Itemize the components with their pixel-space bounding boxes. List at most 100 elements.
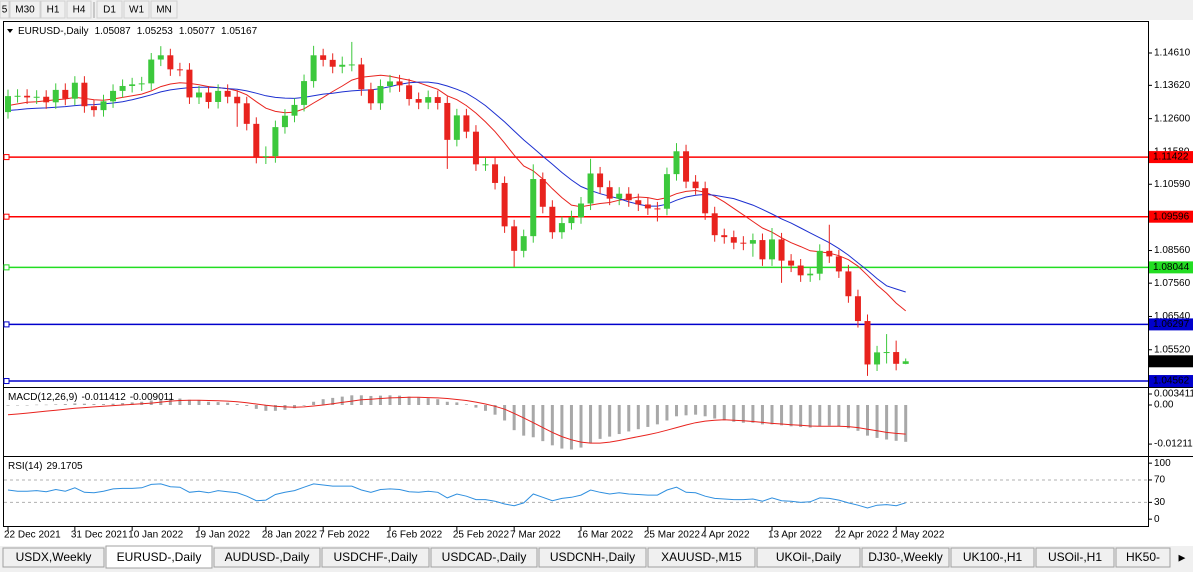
candle-body xyxy=(587,173,594,204)
macd-bar xyxy=(684,405,688,416)
macd-bar xyxy=(168,398,172,405)
symbol-tab[interactable] xyxy=(213,547,321,568)
macd-bar xyxy=(340,396,344,405)
macd-bar xyxy=(655,405,659,425)
macd-bar xyxy=(302,405,306,406)
level-marker xyxy=(3,154,10,161)
macd-bar xyxy=(484,405,487,411)
symbol-tab[interactable] xyxy=(321,547,430,568)
symbol-tab[interactable] xyxy=(861,547,950,568)
macd-bar xyxy=(503,405,507,421)
symbol-tab-label[interactable]: AUDUSD-,Daily xyxy=(225,550,310,564)
symbol-tab[interactable] xyxy=(430,547,538,568)
timeframe-label[interactable]: 5 xyxy=(2,5,8,16)
macd-bar xyxy=(741,405,745,423)
chart-title: EURUSD-,Daily xyxy=(18,26,89,37)
macd-bar xyxy=(226,402,230,405)
symbol-tab[interactable] xyxy=(105,545,213,569)
symbol-tab-label[interactable]: USDCHF-,Daily xyxy=(334,550,418,564)
macd-bar xyxy=(646,405,650,427)
timeframe-label[interactable]: W1 xyxy=(129,5,144,16)
candle-body xyxy=(520,236,527,251)
symbol-tab[interactable] xyxy=(2,547,105,568)
macd-bar xyxy=(254,405,258,409)
candle-body xyxy=(110,90,117,102)
timeframe-label[interactable]: MN xyxy=(156,5,172,16)
macd-bar xyxy=(694,405,698,415)
macd-bar xyxy=(44,404,48,406)
symbol-tab[interactable] xyxy=(1035,547,1115,568)
macd-bar xyxy=(73,403,77,405)
candle-body xyxy=(396,81,403,86)
symbol-tab-label[interactable]: USDCAD-,Daily xyxy=(442,550,527,564)
timeframe-button[interactable] xyxy=(66,0,92,19)
symbol-tab[interactable] xyxy=(756,547,861,568)
macd-bar xyxy=(617,405,621,435)
timeframe-label[interactable]: M30 xyxy=(15,5,35,16)
x-tick-label: 22 Dec 2021 xyxy=(4,530,61,541)
pane-header: MACD(12,26,9) -0.011412 -0.009011 xyxy=(8,392,175,403)
timeframe-button[interactable] xyxy=(96,0,123,19)
y-tick-label: 1.06540 xyxy=(1154,311,1191,322)
rsi-value: 29.1705 xyxy=(46,461,83,472)
candle-body xyxy=(644,204,651,209)
symbol-tab-label[interactable]: UKOil-,Daily xyxy=(776,550,841,564)
timeframe-label[interactable]: H1 xyxy=(47,5,60,16)
x-tick-label: 13 Apr 2022 xyxy=(768,530,822,541)
symbol-tab-label[interactable]: DJ30-,Weekly xyxy=(868,550,942,564)
candle-body xyxy=(196,92,202,98)
symbol-tab-label[interactable]: XAUUSD-,M15 xyxy=(661,550,742,564)
y-tick-label: 30 xyxy=(1154,497,1166,508)
candle-body xyxy=(329,59,336,67)
y-tick-label: 1.14610 xyxy=(1154,48,1191,59)
candle-body xyxy=(769,239,775,260)
level-marker xyxy=(3,321,10,328)
timeframe-button[interactable] xyxy=(0,0,10,19)
candle-body xyxy=(539,179,546,207)
macd-bar xyxy=(875,405,879,438)
macd-bar xyxy=(780,405,784,426)
x-tick-label: 25 Feb 2022 xyxy=(453,530,510,541)
candle-body xyxy=(291,104,298,116)
macd-bar xyxy=(837,405,841,427)
candle-body xyxy=(377,85,384,104)
header-high: 1.05253 xyxy=(137,26,174,37)
tab-scroll[interactable]: ▶ xyxy=(1179,552,1186,562)
timeframe-label[interactable]: D1 xyxy=(103,5,116,16)
macd-bar xyxy=(866,405,869,436)
symbol-tab[interactable] xyxy=(950,547,1035,568)
macd-bar xyxy=(760,405,764,425)
macd-bar xyxy=(894,405,898,441)
symbol-tab-label[interactable]: USDX,Weekly xyxy=(16,550,92,564)
symbol-tab[interactable] xyxy=(1115,547,1171,568)
symbol-tab-label[interactable]: UK100-,H1 xyxy=(963,550,1023,564)
timeframe-button[interactable] xyxy=(150,0,178,19)
symbol-tab-label[interactable]: USOil-,H1 xyxy=(1048,550,1102,564)
timeframe-button[interactable] xyxy=(123,0,150,19)
symbol-tab-label[interactable]: USDCNH-,Daily xyxy=(550,550,635,564)
symbol-tab[interactable] xyxy=(538,547,647,568)
candle-body xyxy=(281,115,288,128)
x-tick-label: 16 Mar 2022 xyxy=(577,530,634,541)
macd-value: -0.011412 xyxy=(81,392,126,403)
level-price-label: 1.04562 xyxy=(1153,376,1190,387)
timeframe-button[interactable] xyxy=(9,0,41,19)
macd-bar xyxy=(464,404,468,405)
candle-body xyxy=(530,179,537,237)
header-open: 1.05087 xyxy=(95,26,132,37)
timeframe-label[interactable]: H4 xyxy=(73,5,86,16)
candle-body xyxy=(692,181,699,189)
x-tick-label: 10 Jan 2022 xyxy=(128,530,183,541)
symbol-tab-label[interactable]: EURUSD-,Daily xyxy=(117,550,202,564)
candle-body xyxy=(845,271,852,297)
timeframe-button[interactable] xyxy=(40,0,66,19)
macd-bar xyxy=(751,405,755,423)
symbol-tab[interactable] xyxy=(647,547,756,568)
candle-body xyxy=(186,69,193,98)
x-tick-label: 4 Apr 2022 xyxy=(701,530,750,541)
candle-body xyxy=(549,206,556,233)
symbol-tab-label[interactable]: HK50- xyxy=(1126,550,1160,564)
macd-bar xyxy=(426,398,430,405)
candle-body xyxy=(711,213,718,236)
candle-body xyxy=(740,242,747,244)
